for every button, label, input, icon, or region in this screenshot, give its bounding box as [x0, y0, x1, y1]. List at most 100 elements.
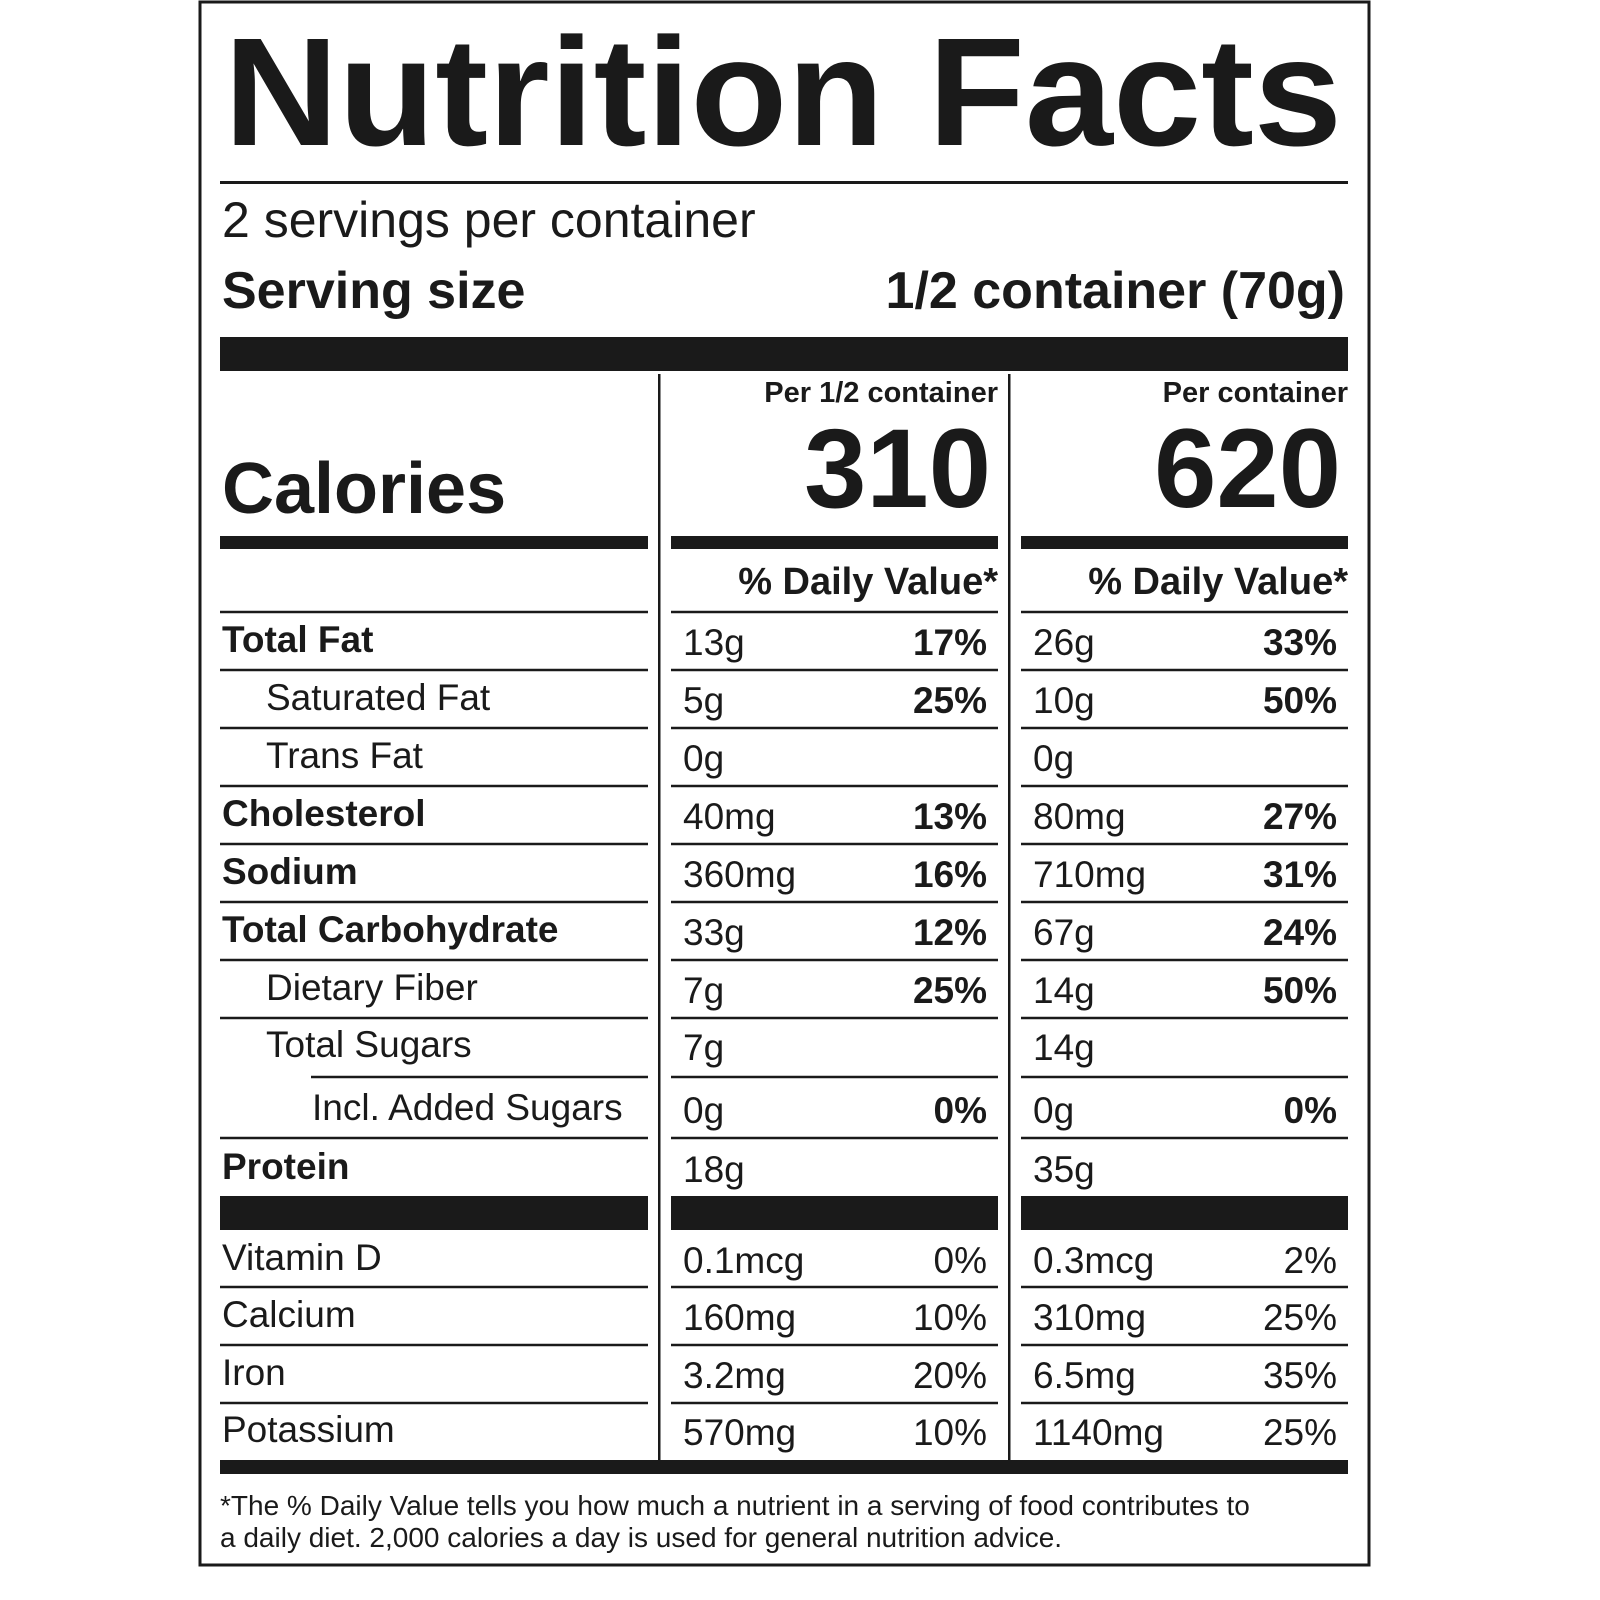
rule: [1021, 610, 1348, 614]
rule: [1021, 1285, 1348, 1289]
daily-value: 25%: [1263, 1412, 1337, 1453]
thick-bar: [220, 337, 1348, 371]
thick-bar: [220, 1460, 1348, 1474]
daily-value: 16%: [913, 854, 987, 895]
rule: [671, 610, 998, 614]
daily-value: 33%: [1263, 622, 1337, 663]
daily-value: 2%: [1284, 1240, 1337, 1281]
column-header: Per container: [1163, 377, 1348, 409]
nutrient-name: Iron: [222, 1352, 286, 1393]
amount: 80mg: [1033, 796, 1126, 837]
daily-value: 50%: [1263, 970, 1337, 1011]
rule: [671, 1016, 998, 1020]
column-divider: [1008, 374, 1011, 1460]
rule: [1021, 1136, 1348, 1140]
rule: [671, 958, 998, 962]
thick-bar: [220, 1196, 648, 1230]
amount: 1140mg: [1033, 1412, 1164, 1453]
amount: 360mg: [683, 854, 796, 895]
calories-label: Calories: [222, 449, 506, 529]
daily-value: 24%: [1263, 912, 1337, 953]
nutrient-name: Total Sugars: [266, 1024, 472, 1065]
rule: [671, 726, 998, 730]
daily-value: 0%: [934, 1240, 987, 1281]
bar: [1021, 536, 1348, 549]
daily-value: 0%: [934, 1090, 987, 1131]
rule: [1021, 1016, 1348, 1020]
rule: [220, 181, 1348, 184]
amount: 7g: [683, 970, 724, 1011]
daily-value: 17%: [913, 622, 987, 663]
rule: [1021, 958, 1348, 962]
serving-size-label: Serving size: [222, 262, 525, 320]
nutrient-name: Total Carbohydrate: [222, 909, 558, 950]
amount: 0g: [1033, 1090, 1074, 1131]
amount: 33g: [683, 912, 745, 953]
daily-value: 20%: [913, 1355, 987, 1396]
calories-value: 620: [1154, 406, 1341, 531]
amount: 7g: [683, 1027, 724, 1068]
nutrient-name: Incl. Added Sugars: [312, 1087, 623, 1128]
nutrient-name: Sodium: [222, 851, 358, 892]
daily-value: 27%: [1263, 796, 1337, 837]
daily-value: 25%: [913, 680, 987, 721]
daily-value: 10%: [913, 1297, 987, 1338]
nutrient-name: Cholesterol: [222, 793, 426, 834]
rule: [671, 1401, 998, 1405]
amount: 5g: [683, 680, 724, 721]
rule: [220, 1016, 648, 1020]
dv-header: % Daily Value*: [738, 561, 998, 603]
title: Nutrition Facts: [224, 6, 1342, 178]
daily-value: 12%: [913, 912, 987, 953]
rule: [220, 842, 648, 846]
daily-value: 10%: [913, 1412, 987, 1453]
bar: [220, 536, 648, 549]
rule: [220, 726, 648, 730]
rule: [220, 958, 648, 962]
rule: [1021, 668, 1348, 672]
amount: 3.2mg: [683, 1355, 786, 1396]
thick-bar: [671, 1196, 998, 1230]
daily-value: 35%: [1263, 1355, 1337, 1396]
bar: [671, 536, 998, 549]
rule: [671, 842, 998, 846]
rule: [220, 668, 648, 672]
rule: [220, 784, 648, 788]
amount: 6.5mg: [1033, 1355, 1136, 1396]
rule: [220, 1285, 648, 1289]
nutrient-name: Protein: [222, 1146, 349, 1187]
rule: [1021, 1401, 1348, 1405]
rule: [1021, 1075, 1348, 1079]
rule: [220, 610, 648, 614]
rule: [1021, 784, 1348, 788]
rule: [671, 1136, 998, 1140]
servings: 2 servings per container: [222, 192, 756, 248]
amount: 0g: [683, 738, 724, 779]
rule: [671, 1343, 998, 1347]
rule: [220, 900, 648, 904]
rule: [671, 1285, 998, 1289]
amount: 0.3mcg: [1033, 1240, 1154, 1281]
column-header: Per 1/2 container: [764, 377, 998, 409]
amount: 570mg: [683, 1412, 796, 1453]
nutrient-name: Total Fat: [222, 619, 373, 660]
daily-value: 25%: [1263, 1297, 1337, 1338]
rule: [220, 1343, 648, 1347]
amount: 14g: [1033, 1027, 1095, 1068]
footnote: a daily diet. 2,000 calories a day is us…: [220, 1522, 1062, 1553]
dv-header: % Daily Value*: [1088, 561, 1348, 603]
rule: [1021, 842, 1348, 846]
rule: [220, 1136, 648, 1140]
rule: [671, 900, 998, 904]
amount: 18g: [683, 1149, 745, 1190]
calories-value: 310: [804, 406, 991, 531]
amount: 67g: [1033, 912, 1095, 953]
daily-value: 13%: [913, 796, 987, 837]
rule: [311, 1075, 648, 1079]
serving-size-value: 1/2 container (70g): [886, 262, 1345, 320]
amount: 160mg: [683, 1297, 796, 1338]
nutrient-name: Trans Fat: [266, 735, 424, 776]
nutrient-name: Saturated Fat: [266, 677, 491, 718]
